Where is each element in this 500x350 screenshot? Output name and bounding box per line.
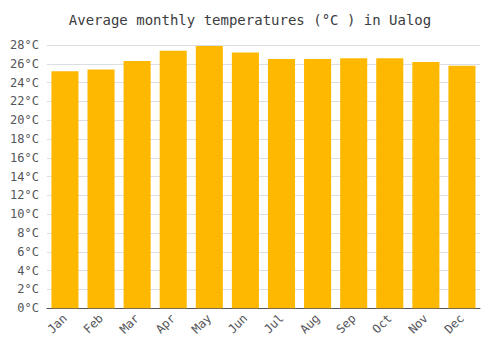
- svg-text:8°C: 8°C: [17, 226, 39, 240]
- svg-text:28°C: 28°C: [10, 38, 39, 52]
- svg-text:Nov: Nov: [406, 311, 431, 336]
- svg-text:Feb: Feb: [81, 311, 106, 336]
- svg-text:4°C: 4°C: [17, 264, 39, 278]
- svg-text:22°C: 22°C: [10, 94, 39, 108]
- svg-text:0°C: 0°C: [17, 301, 39, 315]
- svg-text:Sep: Sep: [333, 311, 358, 336]
- svg-text:Aug: Aug: [297, 311, 322, 336]
- svg-text:6°C: 6°C: [17, 245, 39, 259]
- svg-text:26°C: 26°C: [10, 57, 39, 71]
- svg-text:Apr: Apr: [153, 311, 178, 336]
- svg-text:Average monthly temperatures (: Average monthly temperatures (°C ) in Ua…: [69, 12, 431, 28]
- svg-text:Jan: Jan: [45, 311, 70, 336]
- svg-text:Oct: Oct: [370, 311, 395, 336]
- svg-text:16°C: 16°C: [10, 151, 39, 165]
- svg-text:May: May: [189, 311, 214, 336]
- svg-text:24°C: 24°C: [10, 76, 39, 90]
- svg-text:20°C: 20°C: [10, 113, 39, 127]
- svg-text:12°C: 12°C: [10, 188, 39, 202]
- svg-text:10°C: 10°C: [10, 207, 39, 221]
- svg-text:Dec: Dec: [442, 311, 467, 336]
- svg-text:18°C: 18°C: [10, 132, 39, 146]
- svg-text:Jun: Jun: [225, 311, 250, 336]
- svg-text:2°C: 2°C: [17, 282, 39, 296]
- svg-text:14°C: 14°C: [10, 170, 39, 184]
- svg-text:Jul: Jul: [261, 311, 286, 336]
- svg-text:Mar: Mar: [117, 311, 142, 336]
